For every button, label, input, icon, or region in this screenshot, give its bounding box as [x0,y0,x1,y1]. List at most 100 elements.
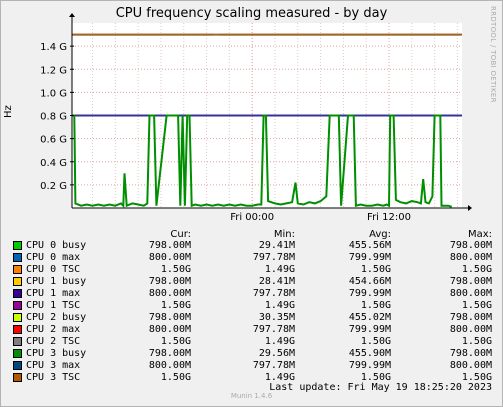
legend-label: CPU 2 TSC [26,336,81,347]
legend-label: CPU 2 max [26,324,81,335]
legend-row: CPU 0 busy 798.00M 29.41M 455.56M 798.00M [0,240,503,252]
legend-header-max: Max: [467,229,492,240]
legend-value-max: 798.00M [449,276,492,287]
y-tick-label: 1.0 G [40,88,67,99]
legend-value-max: 800.00M [449,288,492,299]
legend-value-max: 1.50G [461,336,492,347]
legend-value-min: 29.56M [258,348,295,359]
legend-value-avg: 1.50G [360,372,391,383]
legend-value-max: 800.00M [449,360,492,371]
legend-label: CPU 0 TSC [26,264,81,275]
legend-value-max: 1.50G [461,300,492,311]
legend-value-min: 29.41M [258,240,295,251]
legend-value-min: 1.49G [264,336,295,347]
y-tick-label: 0.6 G [40,135,67,146]
legend-value-cur: 1.50G [160,372,191,383]
legend-row: CPU 1 busy 798.00M 28.41M 454.66M 798.00M [0,276,503,288]
x-tick-label: Fri 00:00 [230,212,274,220]
legend-swatch [13,313,22,322]
legend-value-avg: 1.50G [360,264,391,275]
legend-value-min: 1.49G [264,300,295,311]
legend-header-cur: Cur: [170,229,191,240]
legend-label: CPU 1 max [26,288,81,299]
legend-row: CPU 1 max 800.00M 797.78M 799.99M 800.00M [0,288,503,300]
legend-value-avg: 799.99M [348,252,391,263]
legend-value-min: 797.78M [252,360,295,371]
y-axis-arrow [69,13,75,17]
y-tick-label: 1.4 G [40,42,67,53]
legend-value-avg: 455.90M [348,348,391,359]
munin-version: Munin 1.4.6 [230,392,273,400]
legend-label: CPU 2 busy [26,312,87,323]
legend-value-cur: 800.00M [148,252,191,263]
y-tick-label: 1.2 G [40,65,67,76]
legend-value-max: 800.00M [449,252,492,263]
legend-swatch [13,265,22,274]
legend-value-avg: 799.99M [348,360,391,371]
legend-value-cur: 800.00M [148,360,191,371]
last-update: Last update: Fri May 19 18:25:20 2023 [269,382,492,393]
legend-value-avg: 799.99M [348,324,391,335]
legend-value-cur: 800.00M [148,324,191,335]
legend-value-min: 1.49G [264,264,295,275]
rrdtool-credit: RRDTOOL / TOBI OETIKER [489,6,497,103]
legend-value-min: 797.78M [252,288,295,299]
legend-row: CPU 1 TSC 1.50G 1.49G 1.50G 1.50G [0,300,503,312]
legend-label: CPU 3 max [26,360,81,371]
legend-value-min: 30.35M [258,312,295,323]
legend-row: CPU 2 busy 798.00M 30.35M 455.02M 798.00M [0,312,503,324]
legend-value-avg: 455.02M [348,312,391,323]
legend-row: CPU 0 max 800.00M 797.78M 799.99M 800.00M [0,252,503,264]
legend-swatch [13,361,22,370]
legend-value-max: 798.00M [449,348,492,359]
legend-value-min: 797.78M [252,252,295,263]
legend-header-avg: Avg: [369,229,391,240]
legend-label: CPU 0 max [26,252,81,263]
y-tick-label: 0.4 G [40,158,67,169]
legend-row: CPU 0 TSC 1.50G 1.49G 1.50G 1.50G [0,264,503,276]
chart-plot: Fri 00:00 Fri 12:00 0.2 G 0.4 G 0.6 G 0.8 G 1.… [40,13,472,220]
legend-value-avg: 1.50G [360,300,391,311]
y-tick-label: 0.8 G [40,112,67,123]
legend-label: CPU 1 TSC [26,300,81,311]
legend-value-avg: 455.56M [348,240,391,251]
legend-swatch [13,301,22,310]
legend-value-avg: 454.66M [348,276,391,287]
legend-swatch [13,337,22,346]
series-line [72,114,453,209]
legend-swatch [13,325,22,334]
legend-value-max: 798.00M [449,240,492,251]
legend-label: CPU 3 busy [26,348,87,359]
legend-row: CPU 3 busy 798.00M 29.56M 455.90M 798.00M [0,348,503,360]
chart-title: CPU frequency scaling measured - by day [115,6,388,21]
legend-value-max: 1.50G [461,264,492,275]
legend-label: CPU 3 TSC [26,372,81,383]
legend-value-cur: 1.50G [160,336,191,347]
legend-header-min: Min: [273,229,295,240]
legend-row: CPU 2 TSC 1.50G 1.49G 1.50G 1.50G [0,336,503,348]
legend-value-cur: 798.00M [148,240,191,251]
legend-value-cur: 798.00M [148,312,191,323]
y-tick-label: 0.2 G [40,181,67,192]
legend-value-min: 797.78M [252,324,295,335]
x-axis-arrow [468,205,472,211]
legend-row: CPU 3 TSC 1.50G 1.49G 1.50G 1.50G [0,372,503,384]
legend-row: CPU 3 max 800.00M 797.78M 799.99M 800.00M [0,360,503,372]
legend-row: CPU 2 max 800.00M 797.78M 799.99M 800.00M [0,324,503,336]
legend-swatch [13,349,22,358]
legend-label: CPU 1 busy [26,276,87,287]
legend-value-max: 800.00M [449,324,492,335]
legend-value-avg: 1.50G [360,336,391,347]
legend-value-cur: 1.50G [160,264,191,275]
legend-value-cur: 1.50G [160,300,191,311]
legend-value-max: 798.00M [449,312,492,323]
legend-value-avg: 799.99M [348,288,391,299]
legend-swatch [13,277,22,286]
x-tick-label: Fri 12:00 [367,212,411,220]
legend-value-cur: 800.00M [148,288,191,299]
legend-label: CPU 0 busy [26,240,87,251]
legend-value-cur: 798.00M [148,276,191,287]
legend-swatch [13,241,22,250]
legend-value-min: 1.49G [264,372,295,383]
legend-swatch [13,289,22,298]
